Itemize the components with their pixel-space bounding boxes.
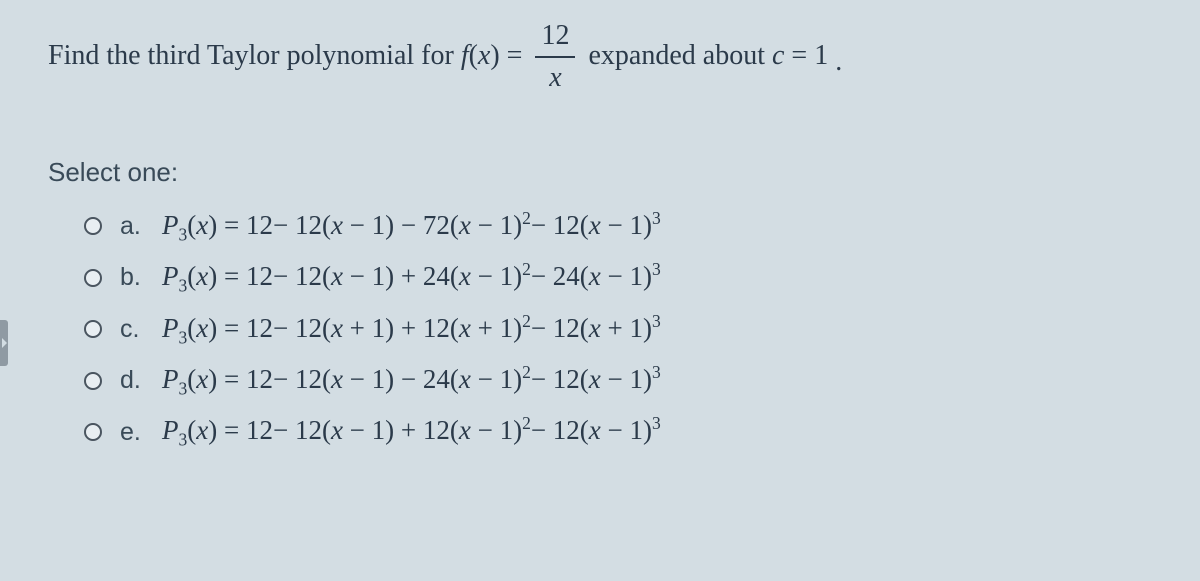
option-formula: P3(x) = 12− 12(x − 1) + 24(x − 1)2− 24(x… [162, 259, 661, 296]
option-letter: c. [120, 315, 162, 344]
option-letter: a. [120, 212, 162, 241]
option-formula: P3(x) = 12− 12(x − 1) − 72(x − 1)2− 12(x… [162, 208, 661, 245]
stem-func-lhs: f(x) = [461, 40, 530, 71]
radio-icon[interactable] [84, 217, 102, 235]
question-stem: Find the third Taylor polynomial for f(x… [48, 18, 1152, 97]
fraction-bar [535, 56, 575, 58]
option-row[interactable]: c.P3(x) = 12− 12(x + 1) + 12(x + 1)2− 12… [84, 311, 1152, 348]
side-tab-handle[interactable] [0, 320, 8, 366]
stem-prefix: Find the third Taylor polynomial for [48, 40, 461, 71]
option-letter: e. [120, 418, 162, 447]
stem-condition: c = 1 [772, 40, 828, 71]
option-letter: b. [120, 263, 162, 292]
fraction-denominator: x [535, 60, 575, 96]
stem-period: . [835, 46, 842, 77]
option-formula: P3(x) = 12− 12(x − 1) + 12(x − 1)2− 12(x… [162, 413, 661, 450]
radio-icon[interactable] [84, 423, 102, 441]
option-row[interactable]: d.P3(x) = 12− 12(x − 1) − 24(x − 1)2− 12… [84, 362, 1152, 399]
option-row[interactable]: a.P3(x) = 12− 12(x − 1) − 72(x − 1)2− 12… [84, 208, 1152, 245]
radio-icon[interactable] [84, 372, 102, 390]
option-letter: d. [120, 366, 162, 395]
stem-fraction: 12 x [535, 18, 575, 97]
option-formula: P3(x) = 12− 12(x + 1) + 12(x + 1)2− 12(x… [162, 311, 661, 348]
fraction-numerator: 12 [535, 18, 575, 54]
option-row[interactable]: b.P3(x) = 12− 12(x − 1) + 24(x − 1)2− 24… [84, 259, 1152, 296]
radio-icon[interactable] [84, 320, 102, 338]
option-formula: P3(x) = 12− 12(x − 1) − 24(x − 1)2− 12(x… [162, 362, 661, 399]
option-row[interactable]: e.P3(x) = 12− 12(x − 1) + 12(x − 1)2− 12… [84, 413, 1152, 450]
stem-mid: expanded about [588, 40, 772, 71]
options-list: a.P3(x) = 12− 12(x − 1) − 72(x − 1)2− 12… [48, 208, 1152, 451]
select-one-label: Select one: [48, 157, 1152, 188]
radio-icon[interactable] [84, 269, 102, 287]
